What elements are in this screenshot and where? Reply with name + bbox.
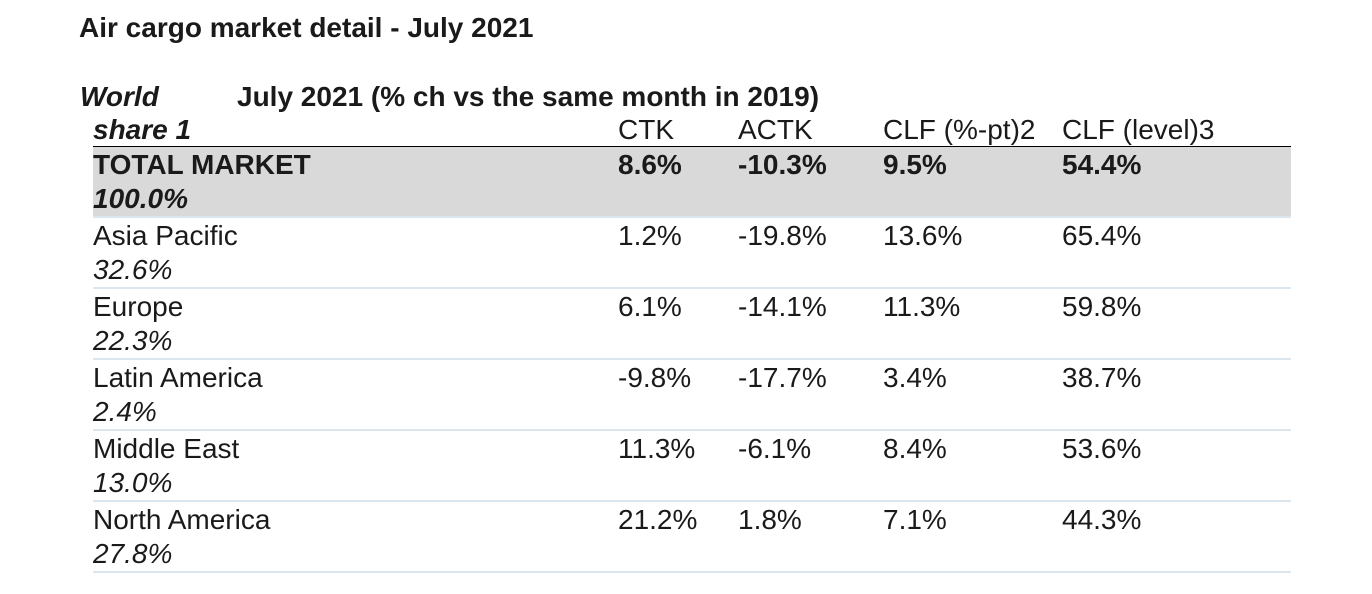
clf-pt-value: 7.1% xyxy=(883,504,947,535)
actk-value: -17.7% xyxy=(738,362,827,393)
region-name: Asia Pacific xyxy=(93,220,238,251)
clf-level-value: 59.8% xyxy=(1062,291,1142,322)
table-row-north-america: North America 27.8% 21.2% 1.8% 7.1% 44.3… xyxy=(93,502,1291,573)
table-row-total-market: TOTAL MARKET 100.0% 8.6% -10.3% 9.5% 54.… xyxy=(93,147,1291,218)
ctk-value: 8.6% xyxy=(618,149,682,180)
actk-value: -10.3% xyxy=(738,149,827,180)
region-share: 32.6% xyxy=(93,254,173,285)
document-title: Air cargo market detail - July 2021 xyxy=(79,12,534,43)
region-share: 27.8% xyxy=(93,538,173,569)
table-row-europe: Europe 22.3% 6.1% -14.1% 11.3% 59.8% xyxy=(93,289,1291,360)
clf-level-value: 44.3% xyxy=(1062,504,1142,535)
ctk-value: 1.2% xyxy=(618,220,682,251)
clf-pt-value: 11.3% xyxy=(883,291,961,322)
clf-level-value: 54.4% xyxy=(1062,149,1142,180)
region-name: North America xyxy=(93,504,271,535)
ctk-value: -9.8% xyxy=(618,362,692,393)
ctk-value: 6.1% xyxy=(618,291,682,322)
table-header: share 1 CTK ACTK CLF (%-pt)2 CLF (level)… xyxy=(93,114,1291,148)
clf-pt-value: 9.5% xyxy=(883,149,947,180)
world-label: World xyxy=(80,81,159,112)
actk-value: -14.1% xyxy=(738,291,827,322)
ctk-value: 11.3% xyxy=(618,433,696,464)
share-column-header: share 1 xyxy=(93,114,192,145)
clf-pt-value: 3.4% xyxy=(883,362,947,393)
ctk-value: 21.2% xyxy=(618,504,698,535)
region-share: 100.0% xyxy=(93,183,188,214)
region-share: 22.3% xyxy=(93,325,173,356)
actk-value: 1.8% xyxy=(738,504,802,535)
region-name: TOTAL MARKET xyxy=(93,149,311,180)
ctk-column-header: CTK xyxy=(618,114,674,145)
clf-level-value: 65.4% xyxy=(1062,220,1142,251)
table-body: TOTAL MARKET 100.0% 8.6% -10.3% 9.5% 54.… xyxy=(93,147,1291,573)
region-name: Middle East xyxy=(93,433,240,464)
actk-value: -6.1% xyxy=(738,433,812,464)
region-share: 2.4% xyxy=(93,396,157,427)
actk-column-header: ACTK xyxy=(738,114,813,145)
region-name: Latin America xyxy=(93,362,263,393)
table-row-asia-pacific: Asia Pacific 32.6% 1.2% -19.8% 13.6% 65.… xyxy=(93,218,1291,289)
clf-pt-value: 13.6% xyxy=(883,220,963,251)
table-row-middle-east: Middle East 13.0% 11.3% -6.1% 8.4% 53.6% xyxy=(93,431,1291,502)
region-name: Europe xyxy=(93,291,184,322)
clf-level-value: 38.7% xyxy=(1062,362,1142,393)
period-label: July 2021 (% ch vs the same month in 201… xyxy=(237,81,820,112)
clf-level-value: 53.6% xyxy=(1062,433,1142,464)
region-share: 13.0% xyxy=(93,467,173,498)
clf-pt-column-header: CLF (%-pt)2 xyxy=(883,114,1036,145)
clf-pt-value: 8.4% xyxy=(883,433,947,464)
table-row-latin-america: Latin America 2.4% -9.8% -17.7% 3.4% 38.… xyxy=(93,360,1291,431)
actk-value: -19.8% xyxy=(738,220,827,251)
clf-level-column-header: CLF (level)3 xyxy=(1062,114,1215,145)
